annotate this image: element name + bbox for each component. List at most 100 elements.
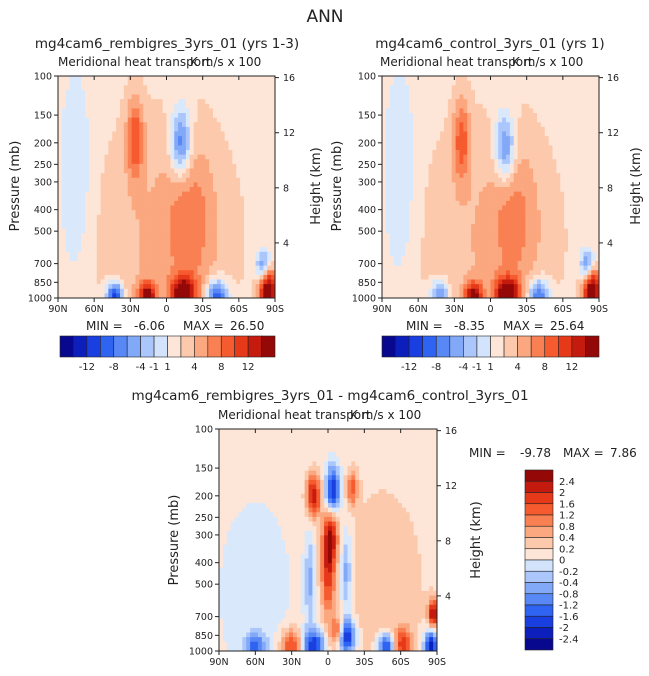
contour-cell [189, 214, 195, 220]
contour-cell [100, 200, 106, 207]
contour-cell [440, 168, 445, 174]
contour-cell [451, 214, 457, 220]
contour-cell [405, 159, 410, 165]
contour-cell [232, 108, 237, 114]
contour-cell [401, 150, 406, 156]
contour-cell [201, 284, 206, 290]
contour-cell [463, 140, 468, 146]
contour-cell [127, 159, 133, 165]
contour-cell [162, 219, 168, 225]
contour-cell [389, 126, 395, 133]
contour-cell [255, 140, 261, 146]
contour-cell [517, 196, 523, 202]
contour-cell [537, 284, 542, 290]
contour-cell [409, 196, 414, 202]
contour-cell [247, 126, 253, 133]
contour-cell [463, 265, 468, 271]
contour-cell [185, 205, 191, 211]
contour-cell [166, 168, 171, 174]
contour-cell [436, 210, 441, 216]
contour-cell [123, 168, 129, 174]
contour-cell [444, 168, 449, 174]
contour-cell [444, 274, 449, 281]
contour-cell [467, 94, 472, 100]
contour-cell [85, 163, 90, 170]
contour-cell [81, 103, 86, 109]
y-tick-label: 250 [34, 160, 52, 171]
contour-cell [158, 131, 164, 137]
contour-cell [240, 265, 245, 271]
contour-cell [502, 163, 507, 170]
contour-cell [385, 256, 391, 262]
contour-cell [548, 251, 554, 257]
contour-cell [92, 247, 98, 253]
contour-cell [96, 154, 102, 160]
contour-cell [81, 154, 86, 160]
contour-cell [162, 126, 168, 133]
contour-cell [424, 136, 430, 142]
contour-cell [393, 219, 399, 225]
contour-cell [385, 191, 391, 197]
contour-cell [69, 122, 75, 128]
contour-cell [166, 224, 171, 230]
contour-cell [170, 200, 175, 207]
contour-cell [405, 205, 410, 211]
contour-cell [432, 233, 437, 239]
contour-cell [58, 214, 63, 220]
contour-cell [525, 196, 530, 202]
contour-cell [451, 145, 457, 151]
contour-cell [498, 270, 503, 276]
contour-cell [236, 168, 241, 174]
contour-cell [409, 145, 414, 151]
contour-cell [436, 191, 441, 197]
contour-cell [544, 154, 550, 160]
contour-cell [486, 270, 492, 276]
contour-cell [135, 145, 140, 151]
contour-cell [120, 126, 125, 133]
contour-cell [540, 136, 546, 142]
contour-cell [166, 187, 171, 193]
contour-cell [537, 145, 542, 151]
contour-cell [552, 279, 557, 285]
contour-cell [490, 94, 495, 100]
contour-cell [533, 99, 538, 105]
contour-cell [428, 288, 433, 294]
contour-cell [147, 210, 152, 216]
x-tick-label: 0 [163, 304, 169, 315]
contour-cell [65, 265, 71, 271]
contour-cell [73, 288, 78, 294]
contour-cell [197, 200, 202, 207]
contour-cell [529, 103, 534, 109]
contour-cell [213, 163, 218, 170]
contour-cell [240, 177, 245, 183]
contour-cell [197, 108, 202, 114]
contour-cell [116, 131, 121, 137]
contour-cell [517, 173, 523, 179]
contour-cell [401, 191, 406, 197]
contour-cell [197, 279, 202, 285]
contour-cell [393, 154, 399, 160]
contour-cell [147, 122, 152, 128]
contour-cell [432, 219, 437, 225]
contour-cell [393, 256, 399, 262]
contour-cell [459, 200, 464, 207]
contour-cell [205, 154, 210, 160]
contour-cell [143, 99, 148, 105]
contour-cell [247, 99, 253, 105]
contour-cell [267, 99, 272, 105]
contour-cell [544, 274, 550, 281]
contour-cell [100, 89, 106, 96]
contour-cell [189, 163, 195, 170]
contour-cell [174, 200, 179, 207]
contour-cell [189, 210, 195, 216]
contour-cell [267, 168, 272, 174]
contour-cell [205, 256, 210, 262]
contour-cell [397, 196, 402, 202]
contour-cell [170, 205, 175, 211]
contour-cell [440, 242, 445, 248]
contour-cell [58, 85, 63, 91]
contour-cell [544, 191, 550, 197]
contour-cell [182, 80, 187, 86]
contour-cell [236, 256, 241, 262]
contour-cell [143, 233, 148, 239]
